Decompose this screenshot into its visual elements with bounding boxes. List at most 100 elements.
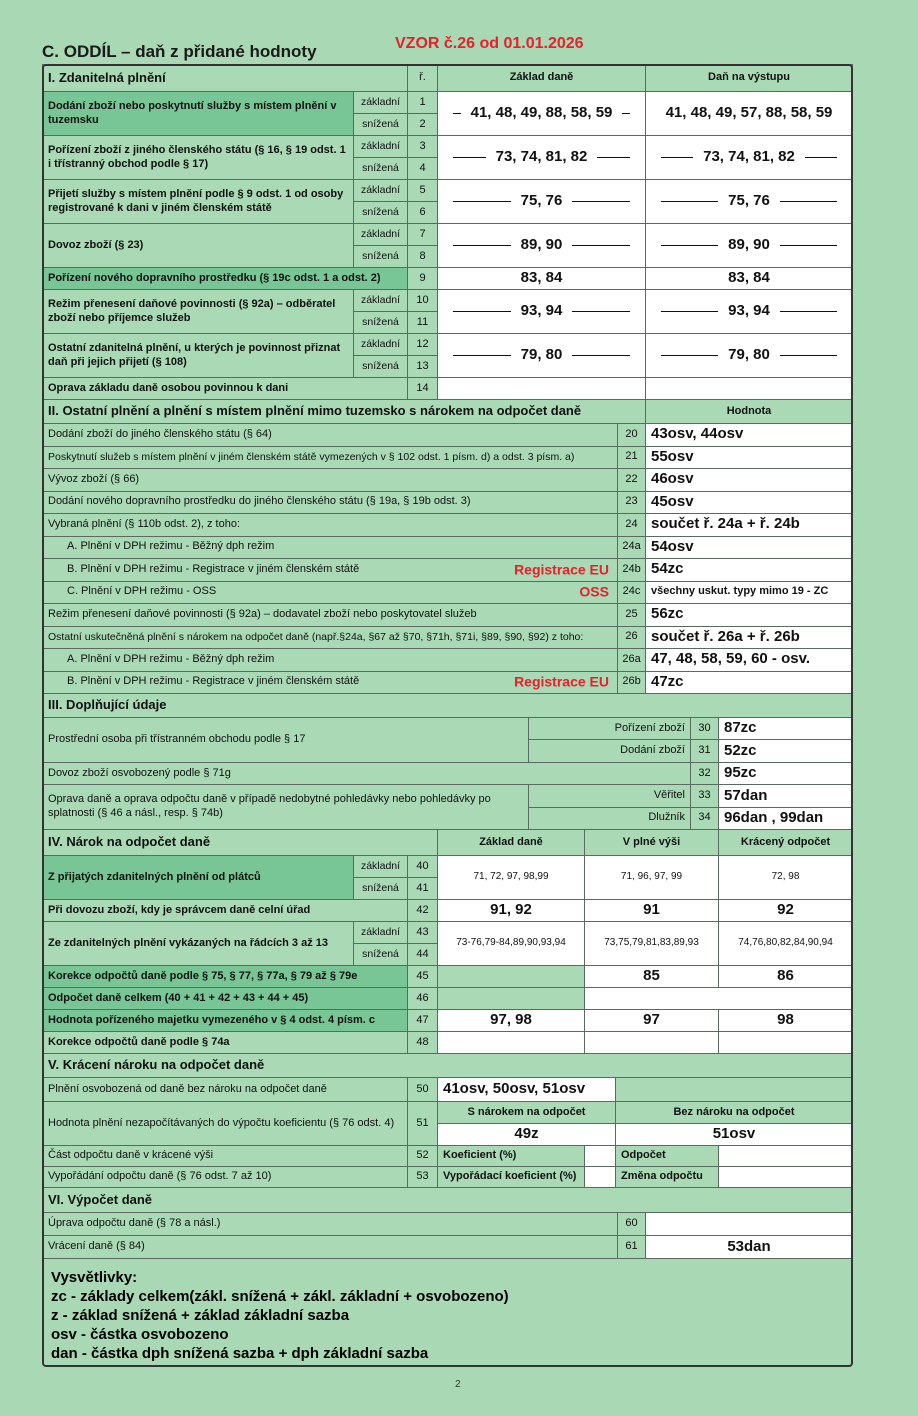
- cell-text: 32: [698, 766, 711, 779]
- cell-text: základní: [360, 139, 401, 152]
- cell-text: 3: [419, 139, 426, 152]
- cell-text: Korekce odpočtů daně podle § 75, § 77, §…: [48, 969, 358, 982]
- cell-text: základní: [360, 925, 401, 938]
- cell-text: 45: [416, 969, 429, 982]
- row-number: 30: [690, 717, 719, 741]
- row-number: 52: [407, 1145, 438, 1167]
- sub-label: snížená: [353, 157, 408, 180]
- value-cell: 95zc: [718, 761, 853, 786]
- row-label: A. Plnění v DPH režimu - Běžný dph režim: [42, 535, 618, 559]
- value-cell: [718, 1166, 853, 1188]
- column-header: Bez nároku na odpočet: [615, 1101, 853, 1124]
- form-title: C. ODDÍL – daň z přidané hodnoty: [42, 42, 317, 61]
- cell-text: V. Krácení nároku na odpočet daně: [48, 1057, 265, 1073]
- cell-text: 33: [698, 789, 711, 801]
- cell-text: Vrácení daně (§ 84): [48, 1240, 145, 1253]
- row-label: C. Plnění v DPH režimu - OSS OSS: [42, 580, 618, 604]
- section-heading: VI. Výpočet daně: [42, 1187, 853, 1213]
- section-heading: I. Zdanitelná plnění: [42, 64, 408, 92]
- value-cell: 74,76,80,82,84,90,94: [718, 921, 853, 966]
- cell-text: Změna odpočtu: [621, 1170, 703, 1183]
- row-label: A. Plnění v DPH režimu - Běžný dph režim: [42, 648, 618, 672]
- row-label: Pořízení nového dopravního prostředku (§…: [42, 267, 408, 290]
- cell-text: 40: [416, 859, 429, 872]
- cell-text: 53: [416, 1170, 429, 1183]
- cell-text: Ostatní zdanitelná plnění, u kterých je …: [48, 341, 341, 368]
- cell-text: snížená: [362, 161, 399, 174]
- row-label: Dodání nového dopravního prostředku do j…: [42, 490, 618, 514]
- row-label: Úprava odpočtu daně (§ 78 a násl.): [42, 1212, 618, 1236]
- cell-text: 96dan , 99dan: [724, 808, 824, 826]
- cell-text: II. Ostatní plnění a plnění s místem pln…: [48, 403, 582, 419]
- sub-label: Změna odpočtu: [615, 1166, 719, 1188]
- cell-text: 2: [419, 117, 426, 130]
- value-cell: 86: [718, 965, 853, 988]
- value-cell: 47zc: [645, 670, 853, 694]
- value-cell: 57dan: [718, 784, 853, 808]
- cell-text: Dodání zboží nebo poskytnutí služby s mí…: [48, 99, 337, 126]
- sub-label: základní: [353, 333, 408, 356]
- cell-text: Plnění osvobozená od daně bez nároku na …: [48, 1082, 327, 1095]
- cell-text: 43osv, 44osv: [651, 425, 744, 443]
- row-label: Ostatní zdanitelná plnění, u kterých je …: [42, 333, 354, 378]
- cell-text: 46: [416, 991, 429, 1004]
- cell-text: Z přijatých zdanitelných plnění od plátc…: [48, 870, 261, 883]
- cell-text: Dovoz zboží (§ 23): [48, 238, 144, 251]
- cell-text: Část odpočtu daně v krácené výši: [48, 1149, 214, 1162]
- section-heading: III. Doplňující údaje: [42, 693, 853, 718]
- cell-text: Korekce odpočtů daně podle § 74a: [48, 1035, 230, 1048]
- row-number: 45: [407, 965, 438, 988]
- note: OSS: [579, 583, 609, 600]
- row-number: 8: [407, 245, 438, 268]
- cell-text: 51: [416, 1116, 429, 1129]
- value-cell: [437, 377, 646, 400]
- row-number: 25: [617, 603, 646, 627]
- cell-text: Pořízení zboží z jiného členského státu …: [48, 143, 346, 170]
- row-number: 32: [690, 761, 719, 786]
- cell-text: snížená: [362, 315, 399, 328]
- cell-text: 1: [419, 95, 426, 108]
- cell-text: 26b: [622, 675, 641, 688]
- column-header: Základ daně: [437, 829, 585, 856]
- cell-text: Základ daně: [479, 835, 543, 848]
- cell-text: Odpočet: [621, 1149, 666, 1162]
- cell-text: 43: [416, 925, 429, 938]
- sub-label: snížená: [353, 943, 408, 966]
- cell-text: 83, 84: [520, 269, 563, 287]
- value-cell: 91, 92: [437, 899, 585, 922]
- cell-text: 48: [416, 1035, 429, 1048]
- cell-text: 47, 48, 58, 59, 60 - osv.: [651, 650, 810, 668]
- value-cell: 47, 48, 58, 59, 60 - osv.: [645, 648, 853, 672]
- row-number: 1: [407, 91, 438, 114]
- cell-text: 54osv: [651, 537, 694, 555]
- sub-label: snížená: [353, 245, 408, 268]
- value-cell: 41osv, 50osv, 51osv: [437, 1077, 616, 1102]
- cell-text: základní: [360, 95, 401, 108]
- cell-text: 57dan: [724, 786, 768, 804]
- cell-text: 26a: [622, 652, 641, 665]
- row-number: 21: [617, 445, 646, 469]
- value-cell: 91: [584, 899, 719, 922]
- column-header: S nárokem na odpočet: [437, 1101, 616, 1124]
- value-cell: 89, 90: [645, 223, 853, 268]
- row-number: 61: [617, 1235, 646, 1259]
- cell-text: Dodání zboží do jiného členského státu (…: [48, 427, 272, 440]
- cell-text: Vypořádací koeficient (%): [443, 1170, 577, 1183]
- row-number: 41: [407, 877, 438, 900]
- value-cell: 85: [584, 965, 719, 988]
- sub-label: základní: [353, 855, 408, 878]
- row-number: 34: [690, 806, 719, 830]
- cell: [615, 1077, 853, 1102]
- row-label: Hodnota pořízeného majetku vymezeného v …: [42, 1009, 408, 1032]
- row-number: 60: [617, 1212, 646, 1236]
- cell-text: 41: [416, 881, 429, 894]
- cell-text: 47: [416, 1013, 429, 1026]
- cell-text: 55osv: [651, 447, 694, 465]
- value-cell: 75, 76: [437, 179, 646, 224]
- value-cell: 73,75,79,81,83,89,93: [584, 921, 719, 966]
- cell-text: Hodnota pořízeného majetku vymezeného v …: [48, 1013, 376, 1026]
- column-header: ř.: [407, 64, 438, 92]
- cell-text: 8: [419, 249, 426, 262]
- value-cell: 45osv: [645, 490, 853, 514]
- cell-text: 5: [419, 183, 426, 196]
